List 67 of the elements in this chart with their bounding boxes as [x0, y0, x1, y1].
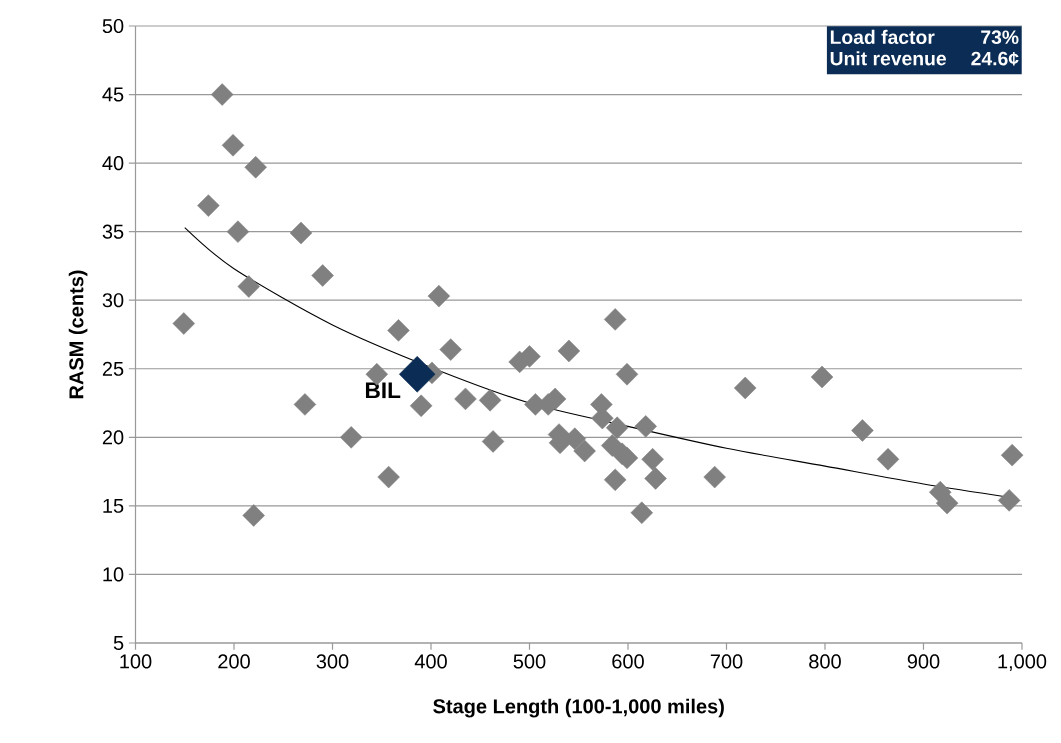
- point: [311, 264, 334, 287]
- point: [210, 83, 234, 106]
- y-tick-label: 25: [102, 361, 124, 376]
- y-tick-label: 10: [103, 567, 124, 582]
- point: [293, 393, 317, 416]
- y-tick-label: 20: [102, 430, 124, 445]
- point: [399, 356, 436, 393]
- y-tick-label: 50: [102, 18, 124, 34]
- point: [439, 338, 462, 361]
- point: [634, 415, 657, 438]
- point: [603, 308, 627, 331]
- y-tick-label: 5: [113, 636, 124, 650]
- y-tick-label: 35: [102, 224, 124, 239]
- point: [454, 387, 477, 411]
- x-tick-label: 100: [120, 654, 152, 669]
- annotation: Load factor: [830, 29, 935, 45]
- point: [244, 156, 267, 179]
- point: [481, 430, 505, 453]
- point: [644, 467, 667, 490]
- point: [237, 275, 260, 298]
- point: [1000, 443, 1024, 467]
- x-tick-label: 800: [809, 654, 841, 669]
- point: [876, 448, 900, 471]
- point: [478, 389, 502, 412]
- point: [427, 284, 451, 308]
- point: [810, 365, 834, 389]
- y-tick-label: 30: [102, 293, 124, 308]
- annotation: BIL: [365, 382, 401, 399]
- point: [340, 426, 363, 449]
- annotation: 73%: [981, 30, 1019, 45]
- annotation: Unit revenue: [830, 51, 946, 66]
- x-tick-label: 700: [710, 654, 743, 669]
- point: [197, 194, 220, 217]
- point: [242, 504, 265, 527]
- annotation: 24.6¢: [971, 51, 1019, 66]
- y-tick-label: 45: [102, 87, 124, 102]
- x-tick-label: 600: [612, 654, 644, 669]
- point: [630, 501, 653, 524]
- x-tick-label: 300: [316, 654, 349, 669]
- point: [409, 394, 433, 417]
- point: [851, 419, 874, 442]
- point: [226, 220, 250, 243]
- y-axis-title: RASM (cents): [68, 270, 88, 399]
- point: [734, 376, 757, 400]
- y-tick-label: 40: [102, 156, 124, 171]
- point: [573, 439, 596, 463]
- y-tick-label: 15: [103, 498, 124, 513]
- point: [377, 465, 400, 489]
- point: [289, 221, 313, 245]
- x-tick-label: 1,000: [998, 654, 1047, 671]
- point: [221, 134, 245, 157]
- x-tick-label: 500: [513, 654, 546, 669]
- point: [997, 489, 1021, 512]
- x-tick-label: 200: [218, 654, 250, 669]
- point: [641, 448, 664, 471]
- point: [387, 319, 410, 342]
- point: [935, 491, 959, 515]
- point: [703, 465, 726, 489]
- x-tick-label: 400: [414, 654, 447, 669]
- x-axis-title: Stage Length (100-1,000 miles): [433, 698, 724, 718]
- point: [172, 312, 195, 335]
- point: [557, 339, 581, 363]
- point: [615, 363, 639, 386]
- point: [605, 416, 629, 439]
- x-tick-label: 900: [907, 654, 940, 669]
- point: [603, 468, 627, 492]
- point: [563, 427, 587, 450]
